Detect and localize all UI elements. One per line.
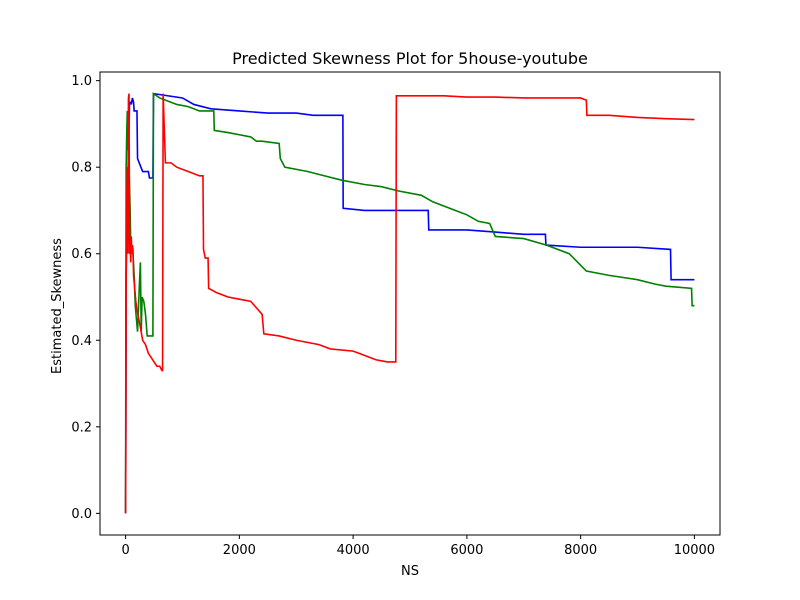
y-tick-label: 1.0 (71, 74, 92, 89)
axes-frame (99, 71, 721, 536)
x-axis-label: NS (401, 564, 419, 579)
y-axis-label: Estimated_Skewness (50, 238, 65, 374)
series-layer (124, 92, 695, 514)
x-tick-label: 6000 (450, 543, 483, 558)
x-tick-label: 2000 (223, 543, 256, 558)
y-tick-label: 0.6 (71, 247, 92, 262)
ticks-layer: 0 2000 4000 6000 8000 10000 0.0 0.2 0.4 0.6 0.8 1.0 (71, 74, 715, 558)
series-line-3 (124, 93, 695, 514)
x-tick-label: 8000 (564, 543, 597, 558)
y-tick-label: 0.8 (71, 161, 92, 176)
y-tick-label: 0.0 (71, 507, 92, 522)
x-tick-label: 0 (121, 543, 129, 558)
y-tick-label: 0.4 (71, 334, 92, 349)
y-tick-label: 0.2 (71, 420, 92, 435)
x-tick-label: 10000 (674, 543, 715, 558)
chart-title: Predicted Skewness Plot for 5house-youtu… (232, 49, 588, 68)
x-tick-label: 4000 (337, 543, 370, 558)
